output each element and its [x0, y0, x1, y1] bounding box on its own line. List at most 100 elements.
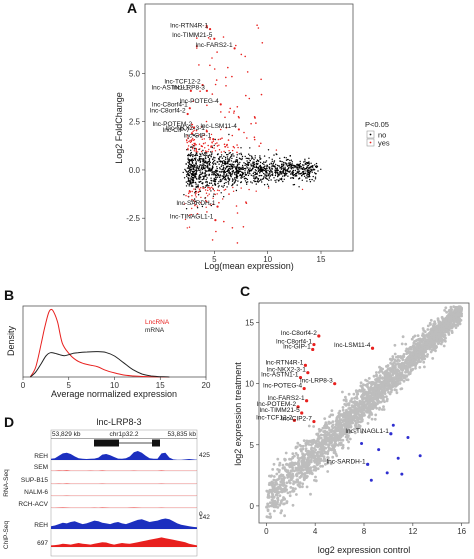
scatter-point	[338, 424, 342, 428]
ma-point	[200, 126, 203, 128]
ma-point	[295, 165, 297, 167]
scatter-point	[295, 493, 298, 496]
ma-point	[239, 173, 241, 176]
scatter-point	[347, 407, 351, 410]
ma-point	[260, 179, 262, 181]
ma-point	[247, 181, 249, 183]
scatter-down-point	[396, 456, 400, 460]
track-label: REH	[34, 522, 48, 529]
ma-point-significant	[250, 122, 252, 125]
ma-point	[221, 157, 224, 159]
ma-point	[195, 157, 197, 159]
ma-point	[209, 154, 211, 156]
scatter-point	[276, 486, 279, 490]
scatter-point	[304, 444, 308, 447]
scatter-point	[377, 371, 381, 374]
ma-point	[225, 181, 227, 184]
ma-point	[191, 162, 194, 164]
ma-point	[249, 167, 251, 169]
ma-point	[272, 165, 274, 167]
ma-labeled-point	[186, 112, 189, 116]
ma-point	[307, 171, 309, 174]
ma-point	[207, 195, 209, 197]
scatter-point	[423, 365, 426, 369]
ma-point	[189, 141, 192, 143]
ma-point	[193, 176, 195, 179]
scatter-point-label: lnc-LSM11-4	[334, 342, 371, 349]
scatter-point	[276, 457, 280, 461]
track-label: SUP-B15	[21, 477, 48, 484]
scatter-point	[408, 358, 411, 362]
ma-labeled-point	[190, 132, 194, 135]
ma-point	[230, 164, 232, 166]
ma-point	[219, 171, 221, 173]
ma-point	[211, 186, 213, 188]
ma-point	[229, 173, 232, 175]
scatter-point	[327, 436, 330, 440]
ma-point	[236, 166, 239, 168]
ma-point	[218, 189, 220, 192]
scatter-point	[450, 329, 454, 333]
ma-point-label: lnc-TIMM21-5	[172, 32, 212, 39]
ma-point	[247, 164, 250, 167]
ma-point	[210, 177, 212, 179]
ma-point	[298, 170, 301, 172]
ma-point	[216, 193, 218, 195]
ma-point	[299, 165, 301, 167]
ma-point	[250, 181, 252, 183]
panel-letter-b: B	[4, 287, 14, 303]
ma-point	[284, 172, 287, 174]
scatter-point	[275, 493, 279, 497]
ma-point	[202, 158, 205, 160]
scatter-point	[284, 451, 288, 455]
ma-point-label: lnc-C8orf4-2	[150, 107, 186, 114]
ma-point-significant	[228, 193, 230, 195]
scatter-point	[273, 490, 277, 494]
ma-labeled-point	[205, 130, 208, 133]
ma-point	[183, 194, 185, 196]
ma-point	[233, 155, 235, 157]
scatter-point	[454, 318, 458, 321]
scatter-point	[331, 413, 335, 417]
ma-point	[264, 165, 266, 167]
scatter-point	[451, 315, 455, 318]
ma-point	[279, 157, 281, 159]
ma-point	[289, 159, 291, 162]
scatter-down-point	[406, 435, 410, 439]
scatter-point	[341, 406, 345, 409]
ma-point	[314, 176, 317, 178]
scatter-point	[301, 447, 305, 451]
ma-point	[220, 165, 222, 168]
scatter-point	[302, 457, 306, 461]
scatter-point	[398, 365, 402, 369]
scatter-point	[324, 462, 327, 466]
ma-point	[241, 157, 243, 159]
ma-point	[288, 171, 291, 173]
ma-point	[211, 146, 213, 149]
scatter-point	[415, 356, 419, 360]
ma-point	[249, 159, 251, 162]
ma-point	[189, 183, 192, 185]
ma-point	[287, 175, 289, 177]
ma-point	[290, 173, 292, 175]
scatter-point	[313, 454, 317, 458]
scatter-point	[284, 489, 288, 492]
ma-point-significant	[223, 143, 226, 146]
ma-point	[194, 147, 196, 149]
panel-b-x-axis-label: Average normalized expression	[51, 389, 177, 399]
scatter-point	[400, 342, 404, 346]
ma-point	[271, 174, 274, 176]
ma-point	[216, 176, 219, 178]
ma-point	[296, 175, 298, 177]
scatter-point	[282, 476, 286, 479]
scatter-point	[284, 468, 288, 472]
scatter-point	[294, 487, 297, 491]
scatter-point	[383, 381, 386, 385]
ma-point	[240, 168, 243, 170]
ma-point	[190, 183, 193, 185]
ma-point	[235, 160, 238, 163]
scatter-point	[291, 490, 295, 493]
ma-point	[225, 170, 227, 173]
ma-point	[268, 173, 270, 175]
y-tick-label: 5.0	[129, 69, 141, 78]
